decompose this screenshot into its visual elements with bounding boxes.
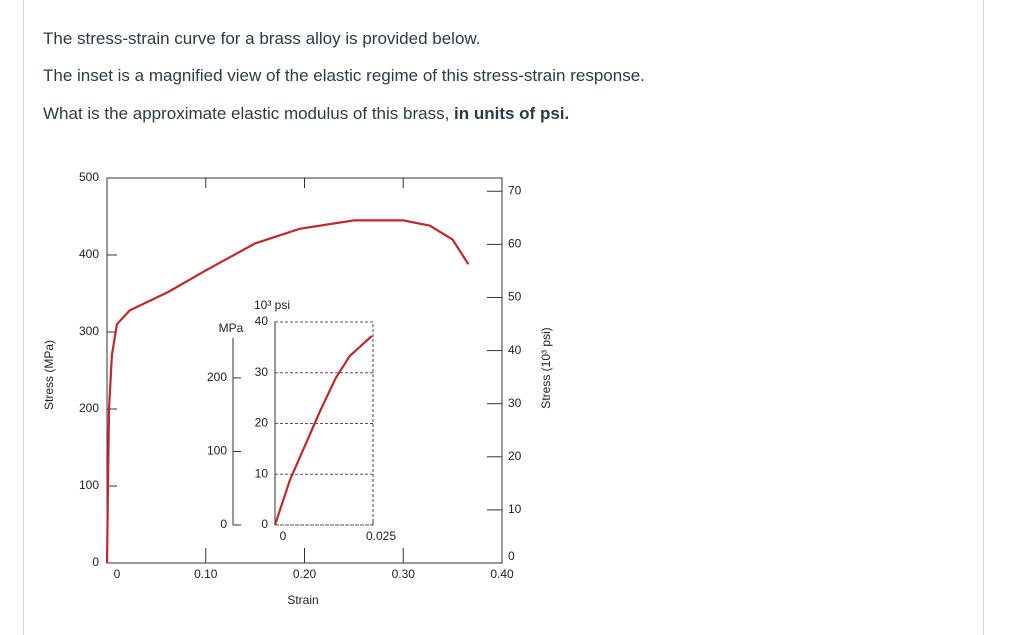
- inset-y-tick-label: 200: [207, 370, 227, 384]
- y2-axis-label: Stress (10³ psi): [539, 327, 553, 408]
- prompt-bold: in units of psi.: [454, 104, 570, 123]
- y-tick-label: 200: [79, 401, 99, 415]
- x-tick-label: 0.10: [194, 567, 218, 581]
- inset-y2-tick-label: 40: [255, 314, 269, 328]
- y-tick-label: 100: [79, 478, 99, 492]
- inset-y2-tick-label: 30: [255, 365, 269, 379]
- y-tick-label: 400: [79, 247, 99, 261]
- y-tick-label: 500: [79, 170, 99, 184]
- y2-tick-label: 30: [508, 396, 522, 410]
- question-line: The inset is a magnified view of the ela…: [43, 66, 645, 85]
- content-frame: [23, 0, 984, 635]
- y2-tick-label: 20: [508, 449, 522, 463]
- inset-y-tick-label: 0: [220, 517, 227, 531]
- y-axis-label: Stress (MPa): [42, 340, 56, 410]
- prompt-text: What is the approximate elastic modulus …: [43, 104, 455, 123]
- curve: [105, 219, 470, 564]
- inset-y2-tick-label: 10: [255, 466, 269, 480]
- inset-y2-axis-label: 10³ psi: [254, 298, 290, 312]
- y2-tick-label: 0: [508, 549, 515, 563]
- x-tick-label: 0.40: [490, 567, 514, 581]
- inset-y-axis-label: MPa: [219, 321, 244, 335]
- inset-x-tick-label: 0: [280, 529, 287, 543]
- x-tick-label: 0.20: [293, 567, 317, 581]
- inset-x-tick-label: 0.025: [366, 529, 396, 543]
- question-prompt: What is the approximate elastic modulus …: [43, 104, 569, 124]
- question-line: The stress-strain curve for a brass allo…: [43, 29, 481, 48]
- inset-y-tick-label: 100: [207, 444, 227, 458]
- x-tick-label: 0: [114, 567, 121, 581]
- y2-tick-label: 50: [508, 290, 522, 304]
- inset-y2-tick-label: 0: [261, 517, 268, 531]
- y2-tick-label: 60: [508, 237, 522, 251]
- y-tick-label: 0: [92, 555, 99, 569]
- x-tick-label: 0.30: [392, 567, 416, 581]
- y2-tick-label: 40: [508, 343, 522, 357]
- curve: [273, 335, 373, 526]
- y2-tick-label: 10: [508, 502, 522, 516]
- y2-tick-label: 70: [508, 183, 522, 197]
- inset-y2-tick-label: 20: [255, 416, 269, 430]
- y-tick-label: 300: [79, 324, 99, 338]
- inset-frame: [274, 321, 374, 526]
- x-axis-label: Strain: [287, 593, 318, 607]
